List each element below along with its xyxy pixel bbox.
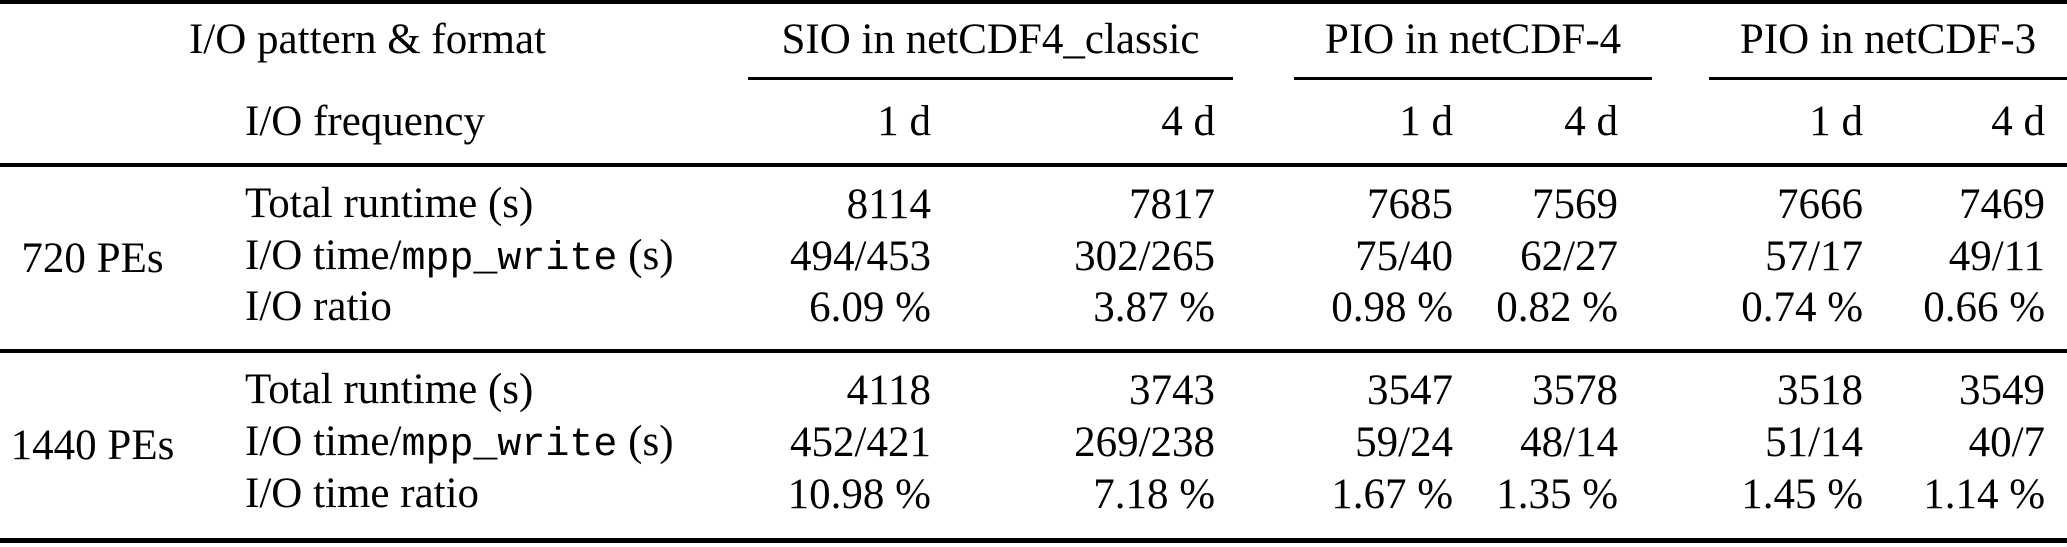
value-cell: 3743 [1129,367,1216,414]
freq-pio3-4d: 4 d [1991,98,2046,145]
value-cell: 3547 [1367,367,1454,414]
value-cell: 0.98 % [1331,284,1454,331]
row-label: I/O time/mpp_write (s) [185,230,735,282]
value-cell: 7685 [1367,181,1454,228]
value-cell: 10.98 % [787,471,931,519]
value-cell: 6.09 % [809,284,931,331]
value-cell: 7666 [1777,181,1864,228]
table-row: I/O ratio 6.09 % 3.87 % 0.98 % 0.82 % 0.… [0,282,2067,351]
group-header-pio-netcdf-3: PIO in netCDF-3 [1680,2,2067,94]
table-row: I/O time/mpp_write (s) 452/421 269/238 5… [0,416,2067,468]
value-cell: 1.35 % [1496,471,1619,519]
row-label: I/O ratio [185,282,735,351]
table-header: I/O pattern & format SIO in netCDF4_clas… [0,2,2067,165]
pattern-format-label: I/O pattern & format [188,16,547,63]
group-header-sio-netcdf4-classic: SIO in netCDF4_classic [735,2,1263,94]
value-cell: 3.87 % [1093,284,1216,331]
value-cell: 59/24 [1355,418,1454,466]
row-label-text: I/O time/ [245,417,402,465]
pe-group-720: 720 PEs Total runtime (s) 8114 7817 7685… [0,165,2067,351]
value-cell: 4118 [846,367,931,414]
group-header-label: PIO in netCDF-3 [1739,16,2037,63]
value-cell: 494/453 [790,232,931,280]
value-cell: 7469 [1959,181,2046,228]
value-cell: 49/11 [1948,232,2046,280]
header-row-frequency: I/O frequency 1 d 4 d 1 d 4 d 1 d 4 d [0,94,2067,165]
group-header-rule [1709,77,2067,80]
value-cell: 1.67 % [1331,471,1454,519]
value-cell: 0.74 % [1741,284,1864,331]
freq-pio4-4d: 4 d [1564,98,1619,145]
row-label: I/O time ratio [185,468,735,540]
value-cell: 7569 [1532,181,1619,228]
pe-count-label: 720 PEs [21,234,164,282]
freq-pio4-1d: 1 d [1399,98,1454,145]
value-cell: 269/238 [1074,418,1216,466]
table-row: I/O time/mpp_write (s) 494/453 302/265 7… [0,230,2067,282]
group-header-pio-netcdf-4: PIO in netCDF-4 [1263,2,1680,94]
row-label-mono: mpp_write [401,236,618,282]
value-cell: 3578 [1532,367,1619,414]
table-row: 720 PEs Total runtime (s) 8114 7817 7685… [0,165,2067,282]
value-cell: 1.45 % [1741,471,1864,519]
header-row-pattern-format: I/O pattern & format SIO in netCDF4_clas… [0,2,2067,94]
row-label-text: (s) [617,417,674,465]
row-label: I/O time/mpp_write (s) [185,416,735,468]
row-label-text: (s) [617,231,674,279]
value-cell: 7817 [1129,181,1216,228]
value-cell: 0.82 % [1496,284,1619,331]
freq-sio-4d: 4 d [1161,98,1216,145]
value-cell: 0.66 % [1923,284,2046,331]
row-label-text: I/O time/ [245,231,402,279]
value-cell: 7.18 % [1093,471,1216,519]
value-cell: 62/27 [1520,232,1619,280]
pattern-format-header-cell: I/O pattern & format [0,2,735,94]
value-cell: 48/14 [1520,418,1619,466]
value-cell: 75/40 [1355,232,1454,280]
pe-count-label: 1440 PEs [10,421,175,469]
row-label-text: Total runtime (s) [245,366,534,413]
value-cell: 3518 [1777,367,1864,414]
group-header-label: SIO in netCDF4_classic [781,16,1200,63]
row-label: Total runtime (s) [185,165,735,230]
freq-sio-1d: 1 d [877,98,931,145]
value-cell: 57/17 [1765,232,1864,280]
value-cell: 51/14 [1765,418,1864,466]
group-header-rule [748,77,1234,80]
row-label-mono: mpp_write [401,422,618,468]
row-label-text: I/O time ratio [245,470,480,518]
table-row: 1440 PEs Total runtime (s) 4118 3743 354… [0,351,2067,469]
empty-corner-cell [0,94,185,165]
freq-pio3-1d: 1 d [1809,98,1864,145]
frequency-label: I/O frequency [245,98,485,145]
row-label-text: I/O ratio [245,283,392,330]
row-label-text: Total runtime (s) [245,180,534,227]
value-cell: 1.14 % [1923,471,2046,519]
value-cell: 302/265 [1074,232,1216,280]
group-header-label: PIO in netCDF-4 [1324,16,1622,63]
value-cell: 8114 [846,181,931,228]
table-row: I/O time ratio 10.98 % 7.18 % 1.67 % 1.3… [0,468,2067,540]
value-cell: 3549 [1959,367,2046,414]
value-cell: 452/421 [790,418,931,466]
group-header-rule [1294,77,1653,80]
value-cell: 40/7 [1968,418,2046,466]
row-label: Total runtime (s) [185,351,735,416]
pe-group-1440: 1440 PEs Total runtime (s) 4118 3743 354… [0,351,2067,540]
